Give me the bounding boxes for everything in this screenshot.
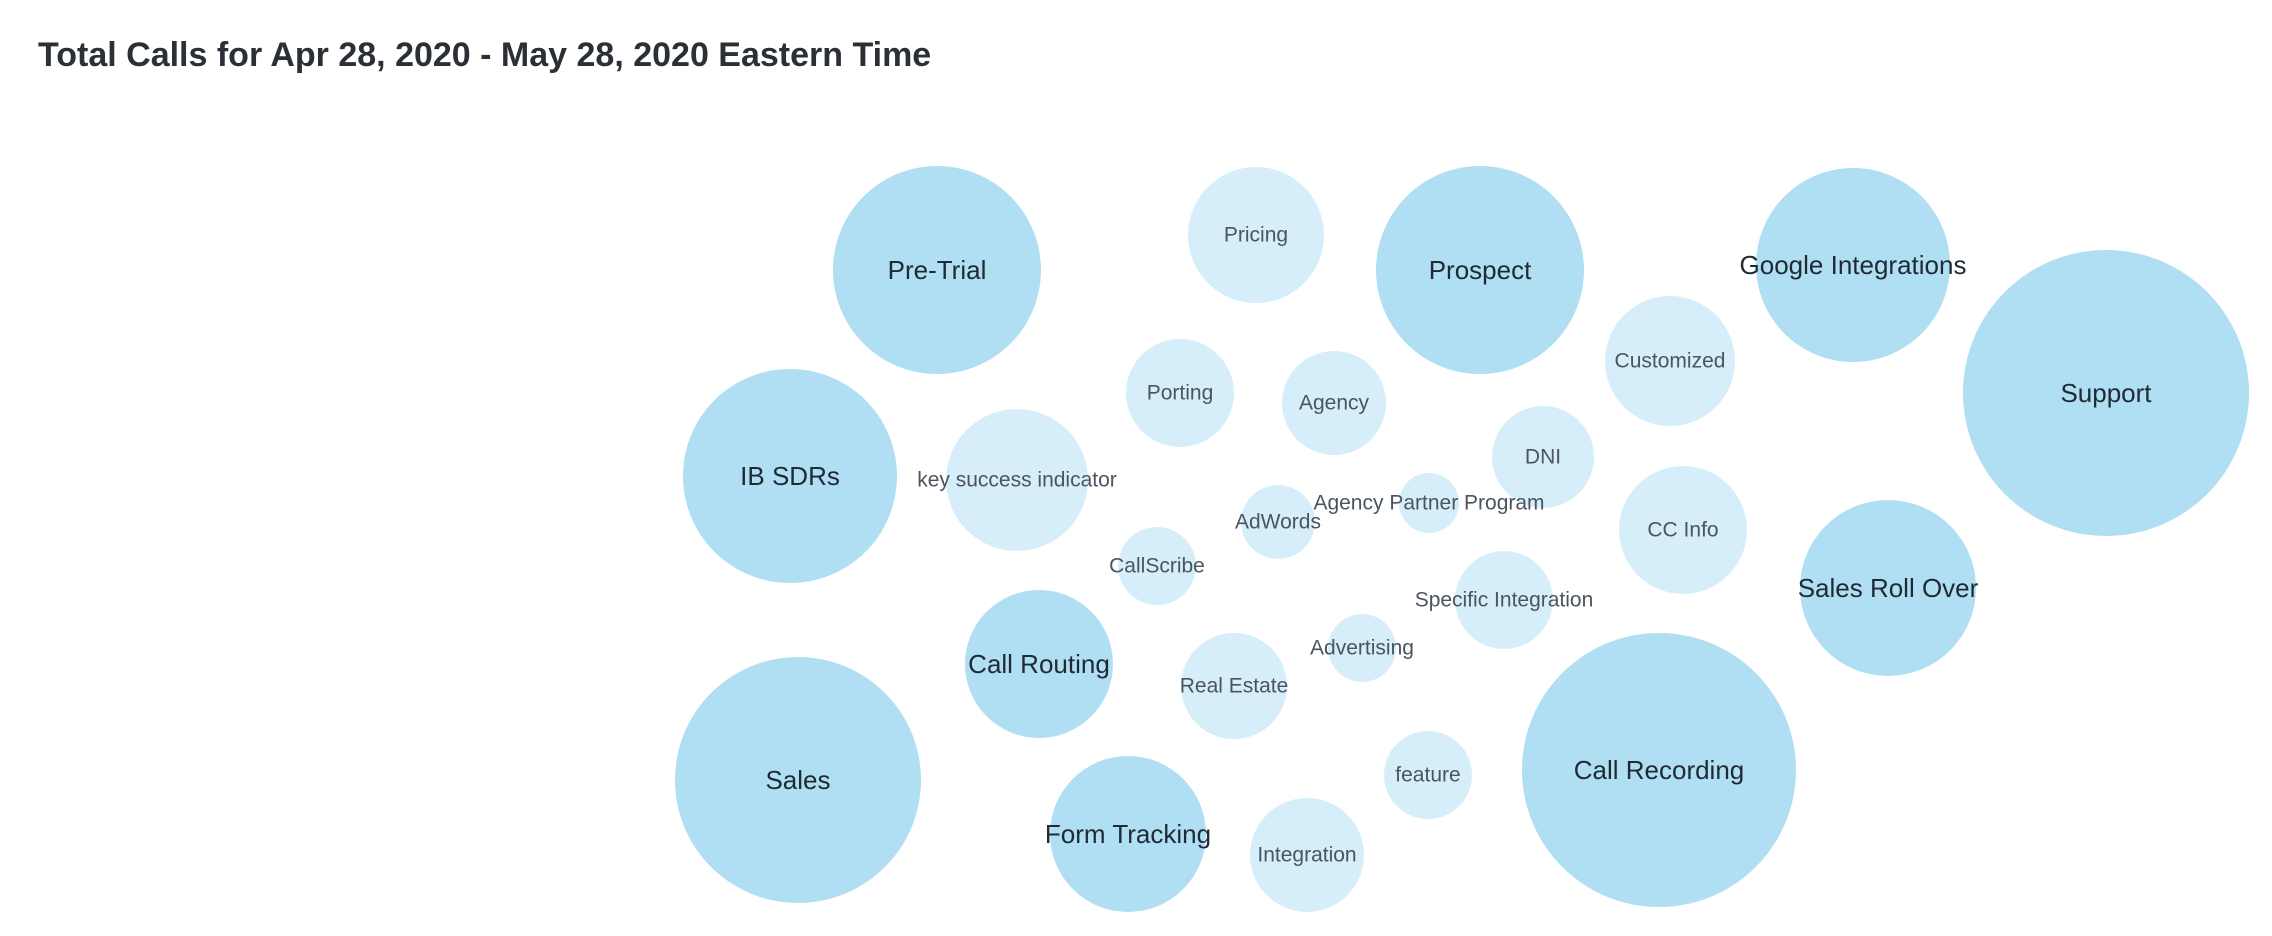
bubble-label-specific-integration: Specific Integration — [1415, 589, 1594, 612]
bubble-label-customized: Customized — [1615, 350, 1726, 373]
bubble-pricing[interactable] — [1188, 167, 1324, 303]
bubble-real-estate[interactable] — [1181, 633, 1287, 739]
bubble-label-adwords: AdWords — [1235, 511, 1321, 534]
bubble-adwords[interactable] — [1241, 485, 1315, 559]
bubble-label-porting: Porting — [1147, 382, 1214, 405]
bubble-label-integration: Integration — [1257, 844, 1356, 867]
bubble-prospect[interactable] — [1376, 166, 1584, 374]
bubble-customized[interactable] — [1605, 296, 1735, 426]
bubble-label-agency-partner-program: Agency Partner Program — [1313, 492, 1544, 515]
bubble-label-prospect: Prospect — [1429, 255, 1532, 285]
bubble-sales[interactable] — [675, 657, 921, 903]
bubble-label-real-estate: Real Estate — [1180, 675, 1289, 698]
bubble-advertising[interactable] — [1328, 614, 1396, 682]
bubble-label-dni: DNI — [1525, 446, 1561, 469]
bubble-label-google-integrations: Google Integrations — [1740, 250, 1967, 280]
bubble-support[interactable] — [1963, 250, 2249, 536]
bubble-label-support: Support — [2060, 378, 2152, 408]
bubble-porting[interactable] — [1126, 339, 1234, 447]
bubble-google-integrations[interactable] — [1756, 168, 1950, 362]
bubble-label-key-success-indicator: key success indicator — [917, 469, 1117, 492]
bubble-label-ib-sdrs: IB SDRs — [740, 461, 840, 491]
bubble-label-pricing: Pricing — [1224, 224, 1288, 247]
bubble-label-pre-trial: Pre-Trial — [888, 255, 987, 285]
bubble-label-call-routing: Call Routing — [968, 649, 1110, 679]
bubble-agency-partner-program[interactable] — [1399, 473, 1459, 533]
bubble-feature[interactable] — [1384, 731, 1472, 819]
bubble-label-sales-roll-over: Sales Roll Over — [1798, 573, 1979, 603]
bubble-callscribe[interactable] — [1118, 527, 1196, 605]
bubble-call-recording[interactable] — [1522, 633, 1796, 907]
bubble-integration[interactable] — [1250, 798, 1364, 912]
bubble-label-callscribe: CallScribe — [1109, 555, 1205, 578]
bubble-form-tracking[interactable] — [1050, 756, 1206, 912]
bubble-agency[interactable] — [1282, 351, 1386, 455]
bubble-key-success-indicator[interactable] — [946, 409, 1088, 551]
bubble-sales-roll-over[interactable] — [1800, 500, 1976, 676]
bubble-label-advertising: Advertising — [1310, 637, 1414, 660]
bubble-cc-info[interactable] — [1619, 466, 1747, 594]
bubble-label-form-tracking: Form Tracking — [1045, 819, 1211, 849]
bubble-label-sales: Sales — [765, 765, 830, 795]
bubble-label-cc-info: CC Info — [1647, 519, 1718, 542]
bubble-label-agency: Agency — [1299, 392, 1370, 415]
bubble-label-call-recording: Call Recording — [1574, 755, 1745, 785]
bubble-ib-sdrs[interactable] — [683, 369, 897, 583]
bubble-specific-integration[interactable] — [1455, 551, 1553, 649]
bubble-dni[interactable] — [1492, 406, 1594, 508]
bubble-pre-trial[interactable] — [833, 166, 1041, 374]
chart-title: Total Calls for Apr 28, 2020 - May 28, 2… — [38, 36, 932, 74]
bubble-label-feature: feature — [1395, 764, 1460, 787]
bubble-call-routing[interactable] — [965, 590, 1113, 738]
